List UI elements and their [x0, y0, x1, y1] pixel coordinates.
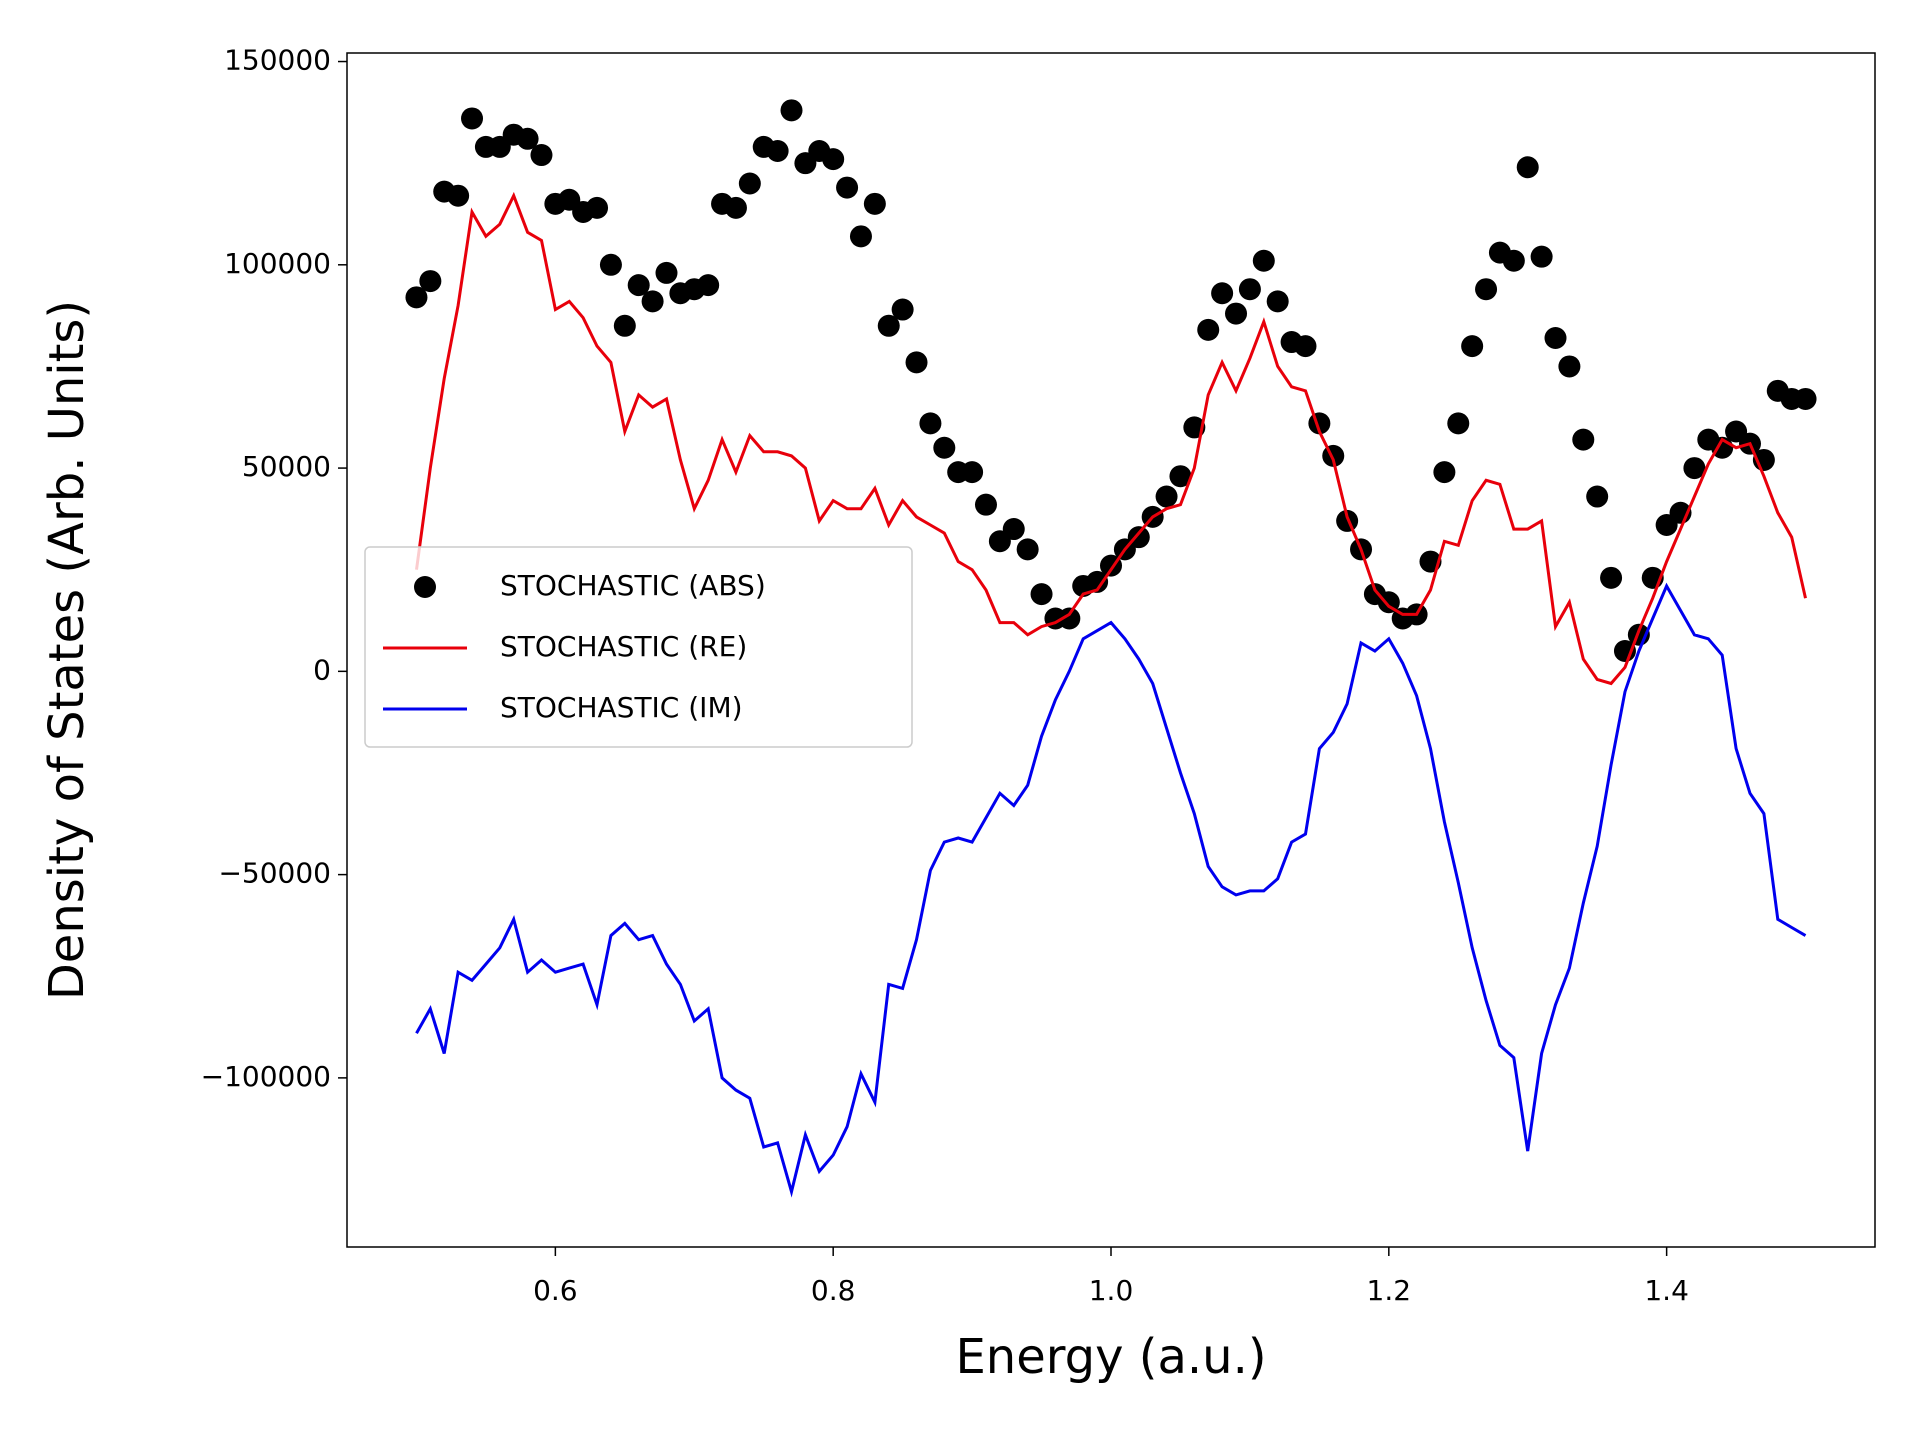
data-point	[1447, 412, 1470, 435]
data-point	[1294, 335, 1317, 358]
data-point	[1197, 318, 1220, 341]
data-point	[933, 436, 956, 459]
y-tick-label: 100000	[224, 247, 331, 280]
series-line	[415, 191, 1807, 686]
data-point	[1238, 278, 1261, 301]
x-axis-label: Energy (a.u.)	[955, 1329, 1266, 1385]
y-tick-label: 50000	[242, 450, 331, 483]
data-point	[738, 172, 761, 195]
plot-frame	[346, 52, 1876, 1248]
data-point	[655, 261, 678, 284]
data-point	[1572, 428, 1595, 451]
data-point	[613, 314, 636, 337]
data-point	[1211, 282, 1234, 305]
data-point	[905, 351, 928, 374]
data-point	[1683, 457, 1706, 480]
x-tick-label: 1.0	[1089, 1274, 1134, 1307]
data-point	[849, 225, 872, 248]
data-point	[1516, 156, 1539, 179]
y-tick-label: 150000	[224, 44, 331, 77]
y-tick-label: −100000	[201, 1060, 331, 1093]
legend-box	[364, 546, 913, 748]
data-point	[599, 253, 622, 276]
data-point	[1155, 485, 1178, 508]
data-point	[724, 196, 747, 219]
data-point	[1433, 461, 1456, 484]
data-point	[419, 270, 442, 293]
data-point	[1794, 387, 1817, 410]
data-point	[1002, 518, 1025, 541]
series-line	[415, 582, 1807, 1198]
data-point	[1086, 570, 1109, 593]
data-point	[1127, 526, 1150, 549]
data-point	[1266, 290, 1289, 313]
legend-label: STOCHASTIC (IM)	[500, 691, 743, 724]
data-point	[1502, 249, 1525, 272]
data-point	[1252, 249, 1275, 272]
data-point	[1600, 566, 1623, 589]
data-point	[822, 148, 845, 171]
data-point	[961, 461, 984, 484]
data-point	[405, 286, 428, 309]
data-point	[919, 412, 942, 435]
x-tick-label: 0.6	[533, 1274, 578, 1307]
y-tick-label: 0	[313, 653, 331, 686]
data-point	[641, 290, 664, 313]
data-point	[766, 139, 789, 162]
legend-label: STOCHASTIC (RE)	[500, 630, 747, 663]
data-point	[1544, 326, 1567, 349]
x-tick-label: 1.2	[1367, 1274, 1412, 1307]
data-point	[863, 192, 886, 215]
x-tick-label: 0.8	[811, 1274, 856, 1307]
data-point	[780, 99, 803, 122]
data-point	[1169, 465, 1192, 488]
data-point	[1058, 607, 1081, 630]
y-axis-label: Density of States (Arb. Units)	[39, 300, 95, 1000]
data-point	[627, 274, 650, 297]
data-point	[1586, 485, 1609, 508]
legend-label: STOCHASTIC (ABS)	[500, 569, 766, 602]
legend-marker	[414, 576, 436, 598]
data-point	[877, 314, 900, 337]
data-point	[1461, 335, 1484, 358]
data-point	[891, 298, 914, 321]
y-tick-label: −50000	[218, 857, 331, 890]
data-point	[516, 127, 539, 150]
data-point	[1558, 355, 1581, 378]
data-point	[1030, 583, 1053, 606]
data-point	[697, 274, 720, 297]
data-point	[1530, 245, 1553, 268]
data-point	[461, 107, 484, 130]
data-point	[530, 144, 553, 167]
data-point	[586, 196, 609, 219]
data-point	[836, 176, 859, 199]
data-point	[1475, 278, 1498, 301]
x-tick-label: 1.4	[1644, 1274, 1689, 1307]
data-point	[1225, 302, 1248, 325]
data-point	[447, 184, 470, 207]
data-point	[1016, 538, 1039, 561]
data-point	[1377, 591, 1400, 614]
data-point	[974, 493, 997, 516]
